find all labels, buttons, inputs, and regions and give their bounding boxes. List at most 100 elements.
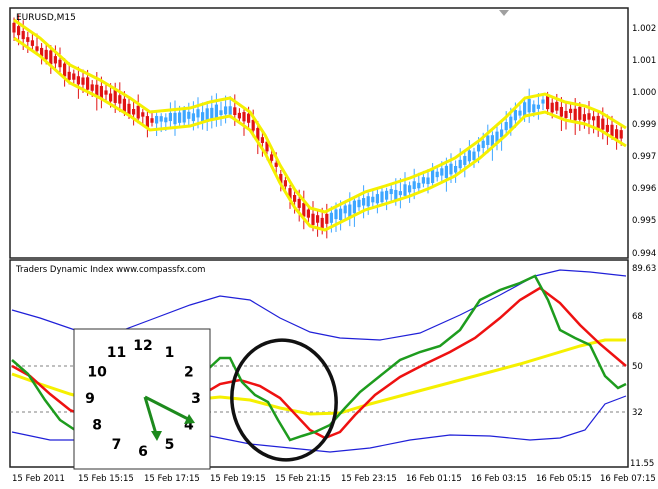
highlight-ellipse [230,338,338,462]
price-axis-label: 1.001 [632,56,656,66]
candle-body [348,204,352,218]
candle-body [362,198,366,206]
indicator-axis: 89.63 68 50 32 11.55 [630,264,656,469]
candle-body [619,130,623,139]
candle-body [334,209,338,220]
clock-number: 4 [184,418,194,434]
candle-body [113,89,117,103]
candle-body [481,140,485,148]
candle-body [578,106,582,120]
candle-body [569,108,573,113]
clock-number: 1 [165,345,175,361]
candle-body [251,120,255,131]
shift-marker-icon[interactable] [499,10,509,16]
candle-body [339,208,343,221]
candle-body [559,106,563,117]
candle-body [440,168,444,176]
candle-body [30,40,34,46]
envelope-upper-line [13,18,627,214]
clock-number: 12 [133,338,152,354]
candle-body [256,128,260,142]
candle-body [343,205,347,214]
candle-body [564,110,568,119]
candle-body [573,108,577,121]
clock-number: 7 [112,437,122,453]
candle-body [458,159,462,169]
candle-body [178,112,182,123]
envelope-lower-line [13,36,627,232]
time-axis-label: 16 Feb 05:15 [536,474,592,484]
time-axis-label: 15 Feb 23:15 [341,474,397,484]
candle-body [270,154,274,161]
candle-body [104,90,108,95]
candle-body [610,124,614,137]
candle-body [260,137,264,143]
candle-body [302,203,306,217]
candle-body [35,46,39,51]
candle-body [306,209,310,218]
price-panel-title: EURUSD,M15 [16,13,76,23]
candle-body [546,95,550,110]
candle-body [449,163,453,175]
candle-body [371,196,375,203]
candle-body [426,177,430,185]
clock-minute-hand [144,395,191,422]
candle-body [40,47,44,57]
candle-body [210,107,214,119]
candle-body [168,112,172,122]
time-axis-label: 15 Feb 15:15 [78,474,134,484]
candle-body [274,162,278,167]
candle-body [237,112,241,119]
candle-body [421,177,425,184]
candle-body [536,104,540,109]
clock-number: 9 [85,391,95,407]
candle-body [454,165,458,173]
candle-body [233,107,237,116]
candle-body [265,141,269,152]
candle-body [201,112,205,122]
candle-body [513,109,517,121]
candle-body [596,115,600,130]
candle-body [587,113,591,120]
time-axis-label: 15 Feb 17:15 [144,474,200,484]
candle-body [293,195,297,202]
candle-body [76,76,80,85]
candle-body [316,215,320,223]
candle-body [145,116,149,129]
candle-body [247,113,251,123]
candle-body [122,98,126,112]
candle-body [155,115,159,124]
candle-body [224,106,228,115]
candle-body [477,144,481,152]
candle-body [375,194,379,204]
candle-body [431,169,435,184]
candle-body [435,171,439,178]
candle-body [67,71,71,80]
candle-body [444,165,448,178]
indicator-axis-label: 32 [632,408,643,418]
indicator-panel-title: Traders Dynamic Index www.compassfx.com [15,265,205,275]
candle-body [288,188,292,200]
candle-body [86,77,90,90]
candle-body [500,129,504,138]
candle-body [504,122,508,131]
candle-body [279,173,283,184]
indicator-axis-label: 68 [632,312,643,322]
indicator-axis-label: 50 [632,362,643,372]
candle-body [412,181,416,189]
candle-body [398,191,402,196]
candle-body [394,189,398,201]
candle-body [63,63,67,77]
candle-body [417,182,421,189]
candle-body [297,198,301,208]
candle-body [527,98,531,113]
candle-body [81,77,85,85]
time-axis-label: 15 Feb 2011 [12,474,65,484]
candle-body [601,118,605,130]
candle-body [592,116,596,121]
candle-body [467,150,471,162]
candle-body [403,184,407,196]
